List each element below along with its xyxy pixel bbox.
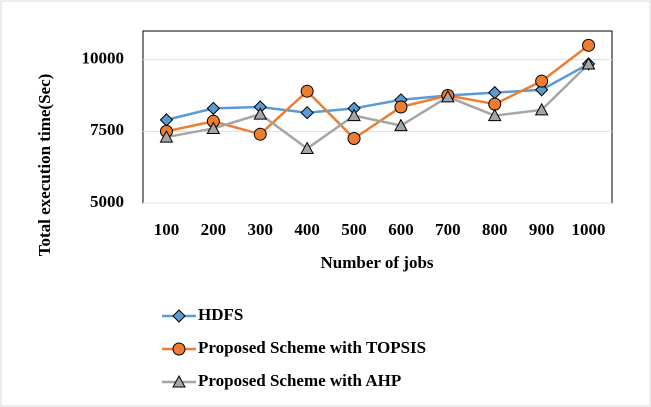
x-tick-label: 600 [388,220,414,239]
x-tick-label: 1000 [572,220,606,239]
marker [159,130,174,143]
marker [394,118,408,132]
marker [487,108,502,122]
marker [300,84,314,98]
series-line [166,44,590,141]
series-line [166,62,590,122]
marker [534,102,549,116]
marker [441,89,455,103]
marker [300,105,314,120]
marker [253,127,267,141]
y-tick-label: 10000 [82,49,125,68]
marker [535,74,549,88]
x-axis-title: Number of jobs [320,253,433,272]
y-axis-title: Total execution time(Sec) [35,74,54,257]
x-tick-label: 200 [201,220,227,239]
x-tick-label: 500 [341,220,367,239]
y-tick-label: 7500 [90,120,124,139]
legend-label: Proposed Scheme with AHP [198,371,401,390]
marker [172,342,186,356]
marker [206,121,221,134]
marker [347,108,361,122]
marker [581,56,596,70]
x-tick-label: 900 [529,220,555,239]
marker [488,97,502,111]
x-tick-label: 400 [294,220,320,239]
legend-label: HDFS [198,305,243,324]
x-tick-label: 300 [248,220,274,239]
legend-label: Proposed Scheme with TOPSIS [198,338,426,357]
marker [206,101,221,116]
marker [347,132,361,145]
marker [172,374,186,388]
x-tick-label: 800 [482,220,508,239]
series-line [166,63,590,151]
y-tick-label: 5000 [90,192,124,211]
x-tick-label: 100 [154,220,180,239]
marker [394,100,408,114]
x-tick-label: 700 [435,220,461,239]
marker [253,107,268,120]
marker [300,141,314,155]
marker [172,309,186,323]
marker [582,38,596,52]
